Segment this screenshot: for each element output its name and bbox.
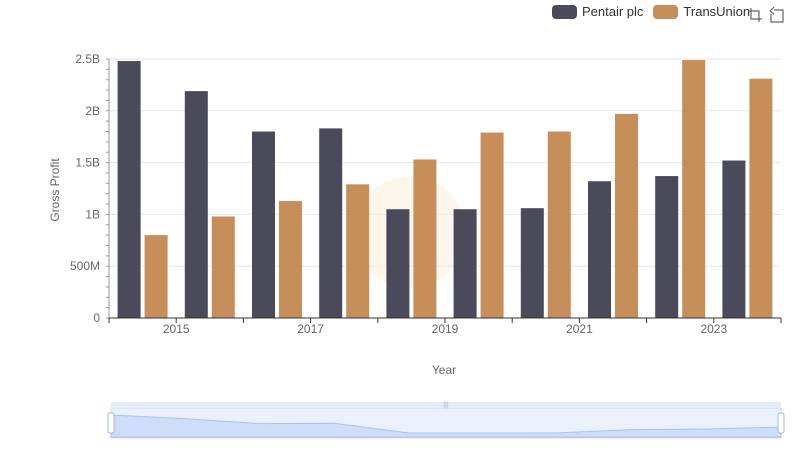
- x-tick-label: 2017: [297, 322, 324, 336]
- bar-pentair-2018[interactable]: [386, 209, 410, 318]
- data-zoom-grip-icon[interactable]: |||: [443, 402, 449, 409]
- data-zoom-slider[interactable]: |||: [107, 402, 785, 439]
- bar-transunion-2023[interactable]: [749, 78, 773, 319]
- bar-pentair-2021[interactable]: [588, 181, 611, 318]
- legend-swatch-transunion: [653, 4, 679, 19]
- bar-pentair-2016[interactable]: [252, 131, 275, 318]
- bar-transunion-2016[interactable]: [279, 200, 302, 318]
- legend: Pentair plc TransUnion: [552, 4, 760, 19]
- y-tick-label: 1.5B: [75, 156, 100, 170]
- bar-transunion-2017[interactable]: [346, 184, 370, 318]
- bar-pentair-2017[interactable]: [319, 128, 343, 318]
- bars: [117, 60, 773, 319]
- y-tick-label: 0: [93, 311, 100, 325]
- bar-pentair-2015[interactable]: [184, 91, 208, 318]
- bar-pentair-2022[interactable]: [655, 176, 679, 318]
- bar-transunion-2019[interactable]: [480, 132, 504, 318]
- x-tick-label: 2019: [432, 322, 459, 336]
- data-zoom-top-bar[interactable]: [111, 402, 781, 408]
- bar-pentair-2023[interactable]: [722, 160, 746, 318]
- bar-pentair-2020[interactable]: [520, 208, 544, 318]
- y-axis-label: Gross Profit: [48, 158, 62, 222]
- bar-transunion-2014[interactable]: [144, 235, 168, 318]
- legend-label-pentair: Pentair plc: [582, 4, 644, 19]
- x-tick-label: 2015: [163, 322, 190, 336]
- y-tick-label: 2.5B: [75, 52, 100, 66]
- watermark: [354, 176, 466, 288]
- legend-swatch-pentair: [552, 4, 577, 19]
- x-tick-label: 2023: [700, 322, 727, 336]
- bar-transunion-2020[interactable]: [547, 131, 571, 318]
- y-tick-label: 2B: [85, 104, 100, 118]
- x-axis-label: Year: [432, 363, 456, 377]
- restore-icon[interactable]: [768, 6, 786, 24]
- bar-transunion-2021[interactable]: [615, 113, 638, 319]
- legend-item-transunion[interactable]: TransUnion: [653, 4, 750, 19]
- bar-transunion-2018[interactable]: [413, 159, 437, 318]
- bar-transunion-2022[interactable]: [682, 60, 706, 318]
- data-zoom-left-handle[interactable]: [107, 412, 115, 434]
- y-axis-ticks: 0 500M 1B 1.5B 2B 2.5B: [70, 52, 100, 325]
- y-tick-label: 500M: [70, 259, 100, 273]
- bar-transunion-2015[interactable]: [211, 216, 235, 318]
- data-zoom-right-handle[interactable]: [777, 412, 785, 434]
- legend-item-pentair[interactable]: Pentair plc: [552, 4, 643, 19]
- y-tick-label: 1B: [85, 207, 100, 221]
- x-tick-label: 2021: [566, 322, 593, 336]
- data-zoom-selection[interactable]: [111, 408, 781, 438]
- legend-label-transunion: TransUnion: [683, 4, 751, 19]
- toolbox: [746, 6, 790, 24]
- bar-pentair-2014[interactable]: [117, 61, 141, 319]
- x-axis-ticks: 2015 2017 2019 2021 2023: [108, 318, 782, 336]
- bar-pentair-2019[interactable]: [453, 209, 477, 318]
- zoom-icon[interactable]: [746, 6, 764, 24]
